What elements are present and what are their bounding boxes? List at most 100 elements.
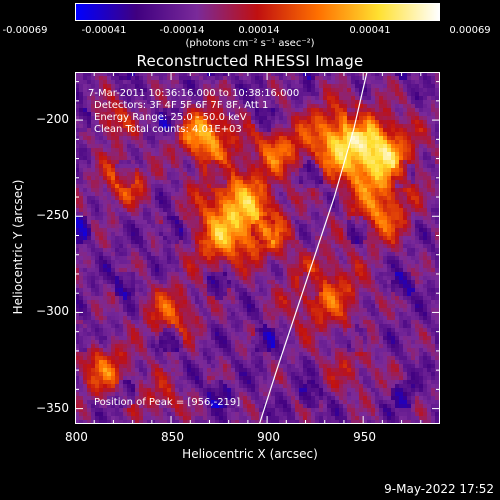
heatmap-cell — [299, 128, 303, 132]
heatmap-cell — [147, 128, 151, 132]
heatmap-cell — [419, 140, 423, 144]
heatmap-cell — [291, 260, 295, 264]
heatmap-cell — [343, 200, 347, 204]
heatmap-cell — [231, 184, 235, 188]
heatmap-cell — [219, 212, 223, 216]
heatmap-cell — [335, 216, 339, 220]
heatmap-cell — [403, 252, 407, 256]
heatmap-cell — [311, 144, 315, 148]
heatmap-cell — [179, 80, 183, 84]
heatmap-cell — [107, 156, 111, 160]
heatmap-cell — [79, 288, 83, 292]
heatmap-cell — [307, 136, 311, 140]
heatmap-cell — [215, 268, 219, 272]
heatmap-cell — [259, 204, 263, 208]
heatmap-cell — [151, 232, 155, 236]
heatmap-cell — [355, 108, 359, 112]
heatmap-cell — [423, 124, 427, 128]
heatmap-cell — [203, 112, 207, 116]
heatmap-cell — [311, 276, 315, 280]
heatmap-cell — [391, 192, 395, 196]
heatmap-cell — [99, 204, 103, 208]
heatmap-cell — [379, 208, 383, 212]
heatmap-cell — [155, 260, 159, 264]
heatmap-cell — [111, 216, 115, 220]
heatmap-cell — [155, 140, 159, 144]
heatmap-cell — [367, 248, 371, 252]
heatmap-cell — [159, 132, 163, 136]
heatmap-cell — [283, 148, 287, 152]
heatmap-cell — [275, 144, 279, 148]
heatmap-cell — [103, 112, 107, 116]
heatmap-cell — [155, 72, 159, 76]
heatmap-cell — [291, 244, 295, 248]
heatmap-cell — [251, 80, 255, 84]
heatmap-cell — [111, 144, 115, 148]
heatmap-cell — [387, 120, 391, 124]
heatmap-cell — [211, 180, 215, 184]
heatmap-cell — [351, 136, 355, 140]
heatmap-cell — [295, 136, 299, 140]
heatmap-cell — [331, 132, 335, 136]
heatmap-cell — [271, 168, 275, 172]
heatmap-cell — [347, 164, 351, 168]
heatmap-cell — [291, 96, 295, 100]
heatmap-cell — [99, 284, 103, 288]
heatmap-cell — [179, 132, 183, 136]
heatmap-cell — [359, 272, 363, 276]
heatmap-cell — [427, 108, 431, 112]
heatmap-cell — [195, 220, 199, 224]
heatmap-cell — [431, 140, 435, 144]
heatmap-cell — [219, 112, 223, 116]
heatmap-cell — [427, 180, 431, 184]
heatmap-cell — [127, 152, 131, 156]
heatmap-cell — [175, 236, 179, 240]
heatmap-cell — [271, 272, 275, 276]
heatmap-cell — [315, 280, 319, 284]
heatmap-cell — [371, 252, 375, 256]
heatmap-cell — [175, 208, 179, 212]
heatmap-cell — [255, 232, 259, 236]
heatmap-cell — [411, 120, 415, 124]
heatmap-cell — [339, 84, 343, 88]
heatmap-cell — [275, 140, 279, 144]
heatmap-cell — [207, 208, 211, 212]
heatmap-cell — [95, 268, 99, 272]
heatmap-cell — [231, 108, 235, 112]
heatmap-cell — [435, 216, 439, 220]
heatmap-cell — [407, 252, 411, 256]
heatmap-cell — [327, 252, 331, 256]
heatmap-cell — [291, 272, 295, 276]
heatmap-cell — [263, 256, 267, 260]
heatmap-cell — [343, 88, 347, 92]
heatmap-cell — [307, 80, 311, 84]
heatmap-cell — [215, 128, 219, 132]
heatmap-cell — [127, 108, 131, 112]
heatmap-cell — [191, 80, 195, 84]
heatmap-cell — [303, 72, 307, 76]
heatmap-cell — [211, 128, 215, 132]
heatmap-cell — [283, 212, 287, 216]
heatmap-cell — [319, 92, 323, 96]
heatmap-cell — [175, 276, 179, 280]
heatmap-cell — [287, 100, 291, 104]
heatmap-cell — [287, 96, 291, 100]
heatmap-cell — [275, 232, 279, 236]
heatmap-cell — [395, 176, 399, 180]
heatmap-cell — [315, 172, 319, 176]
heatmap-cell — [327, 192, 331, 196]
heatmap-cell — [103, 192, 107, 196]
heatmap-cell — [259, 268, 263, 272]
heatmap-cell — [247, 164, 251, 168]
heatmap-cell — [391, 264, 395, 268]
heatmap-cell — [143, 84, 147, 88]
heatmap-cell — [107, 96, 111, 100]
heatmap-cell — [375, 192, 379, 196]
heatmap-cell — [327, 196, 331, 200]
heatmap-cell — [143, 156, 147, 160]
heatmap-cell — [351, 108, 355, 112]
heatmap-cell — [411, 132, 415, 136]
heatmap-cell — [347, 236, 351, 240]
heatmap-cell — [135, 180, 139, 184]
heatmap-cell — [231, 80, 235, 84]
